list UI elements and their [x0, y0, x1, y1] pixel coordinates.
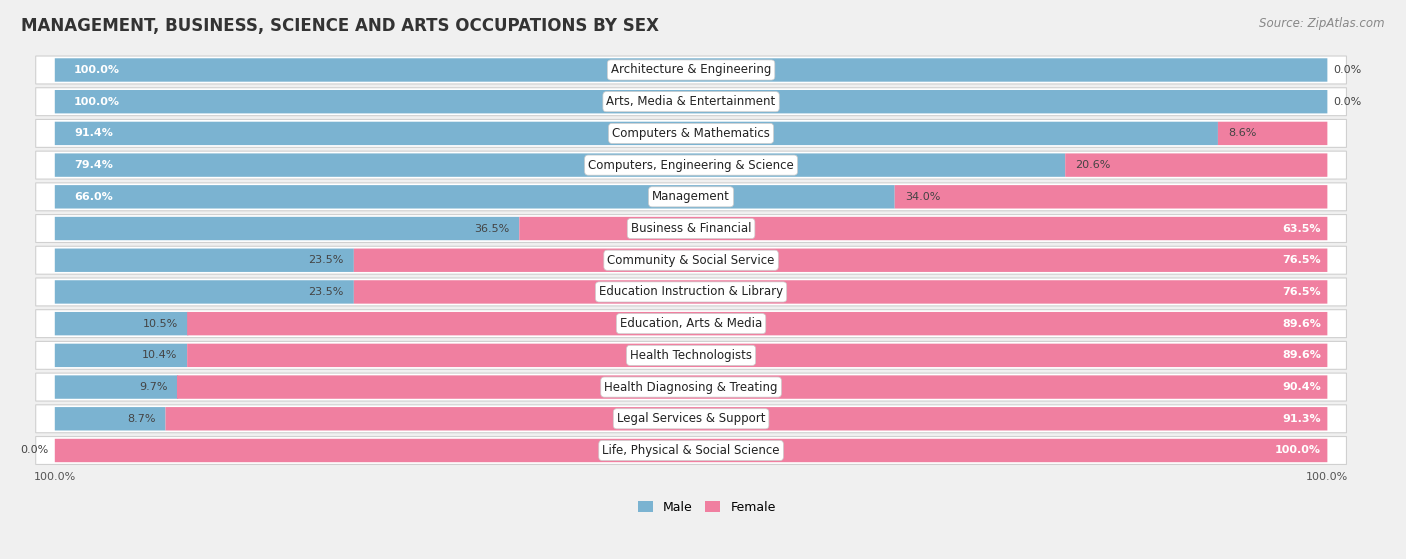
Text: Life, Physical & Social Science: Life, Physical & Social Science: [602, 444, 780, 457]
Text: 0.0%: 0.0%: [20, 446, 48, 456]
FancyBboxPatch shape: [35, 56, 1347, 84]
Text: Health Diagnosing & Treating: Health Diagnosing & Treating: [605, 381, 778, 394]
FancyBboxPatch shape: [55, 312, 188, 335]
FancyBboxPatch shape: [354, 249, 1327, 272]
FancyBboxPatch shape: [519, 217, 1327, 240]
Text: Computers & Mathematics: Computers & Mathematics: [612, 127, 770, 140]
FancyBboxPatch shape: [35, 437, 1347, 465]
FancyBboxPatch shape: [35, 278, 1347, 306]
Text: Arts, Media & Entertainment: Arts, Media & Entertainment: [606, 95, 776, 108]
FancyBboxPatch shape: [55, 185, 894, 209]
Text: Community & Social Service: Community & Social Service: [607, 254, 775, 267]
Text: 91.4%: 91.4%: [75, 129, 112, 139]
Text: Health Technologists: Health Technologists: [630, 349, 752, 362]
FancyBboxPatch shape: [1066, 153, 1327, 177]
Text: 9.7%: 9.7%: [139, 382, 169, 392]
FancyBboxPatch shape: [35, 151, 1347, 179]
Text: 20.6%: 20.6%: [1076, 160, 1111, 170]
Text: Management: Management: [652, 190, 730, 203]
Text: 91.3%: 91.3%: [1282, 414, 1322, 424]
FancyBboxPatch shape: [354, 280, 1327, 304]
Text: 10.5%: 10.5%: [143, 319, 179, 329]
Text: 23.5%: 23.5%: [308, 287, 343, 297]
Text: 89.6%: 89.6%: [1282, 319, 1322, 329]
Text: Source: ZipAtlas.com: Source: ZipAtlas.com: [1260, 17, 1385, 30]
Text: 89.6%: 89.6%: [1282, 350, 1322, 361]
FancyBboxPatch shape: [1218, 122, 1327, 145]
Text: 79.4%: 79.4%: [75, 160, 112, 170]
FancyBboxPatch shape: [894, 185, 1327, 209]
FancyBboxPatch shape: [35, 183, 1347, 211]
FancyBboxPatch shape: [55, 249, 354, 272]
Legend: Male, Female: Male, Female: [638, 501, 776, 514]
FancyBboxPatch shape: [55, 90, 1327, 113]
Text: 90.4%: 90.4%: [1282, 382, 1322, 392]
Text: 63.5%: 63.5%: [1282, 224, 1322, 234]
Text: 76.5%: 76.5%: [1282, 255, 1322, 265]
FancyBboxPatch shape: [55, 58, 1327, 82]
FancyBboxPatch shape: [55, 122, 1218, 145]
FancyBboxPatch shape: [35, 405, 1347, 433]
Text: Education Instruction & Library: Education Instruction & Library: [599, 286, 783, 299]
FancyBboxPatch shape: [55, 376, 179, 399]
Text: 100.0%: 100.0%: [1275, 446, 1322, 456]
FancyBboxPatch shape: [35, 215, 1347, 243]
Text: 0.0%: 0.0%: [1334, 97, 1362, 107]
Text: MANAGEMENT, BUSINESS, SCIENCE AND ARTS OCCUPATIONS BY SEX: MANAGEMENT, BUSINESS, SCIENCE AND ARTS O…: [21, 17, 659, 35]
FancyBboxPatch shape: [55, 407, 166, 430]
Text: 34.0%: 34.0%: [905, 192, 941, 202]
Text: 66.0%: 66.0%: [75, 192, 112, 202]
FancyBboxPatch shape: [35, 310, 1347, 338]
FancyBboxPatch shape: [35, 120, 1347, 148]
Text: 100.0%: 100.0%: [75, 97, 120, 107]
Text: Computers, Engineering & Science: Computers, Engineering & Science: [588, 159, 794, 172]
Text: Business & Financial: Business & Financial: [631, 222, 751, 235]
FancyBboxPatch shape: [35, 247, 1347, 274]
FancyBboxPatch shape: [35, 342, 1347, 369]
FancyBboxPatch shape: [166, 407, 1327, 430]
FancyBboxPatch shape: [187, 312, 1327, 335]
Text: 8.7%: 8.7%: [127, 414, 155, 424]
FancyBboxPatch shape: [55, 344, 187, 367]
FancyBboxPatch shape: [55, 280, 354, 304]
FancyBboxPatch shape: [55, 439, 1327, 462]
Text: 100.0%: 100.0%: [75, 65, 120, 75]
FancyBboxPatch shape: [55, 217, 519, 240]
Text: 36.5%: 36.5%: [474, 224, 509, 234]
Text: Legal Services & Support: Legal Services & Support: [617, 413, 765, 425]
FancyBboxPatch shape: [187, 344, 1327, 367]
Text: Architecture & Engineering: Architecture & Engineering: [610, 64, 772, 77]
Text: 76.5%: 76.5%: [1282, 287, 1322, 297]
Text: 8.6%: 8.6%: [1227, 129, 1257, 139]
FancyBboxPatch shape: [35, 88, 1347, 116]
Text: 0.0%: 0.0%: [1334, 65, 1362, 75]
FancyBboxPatch shape: [35, 373, 1347, 401]
Text: Education, Arts & Media: Education, Arts & Media: [620, 317, 762, 330]
FancyBboxPatch shape: [55, 153, 1066, 177]
Text: 23.5%: 23.5%: [308, 255, 343, 265]
Text: 10.4%: 10.4%: [142, 350, 177, 361]
FancyBboxPatch shape: [177, 376, 1327, 399]
